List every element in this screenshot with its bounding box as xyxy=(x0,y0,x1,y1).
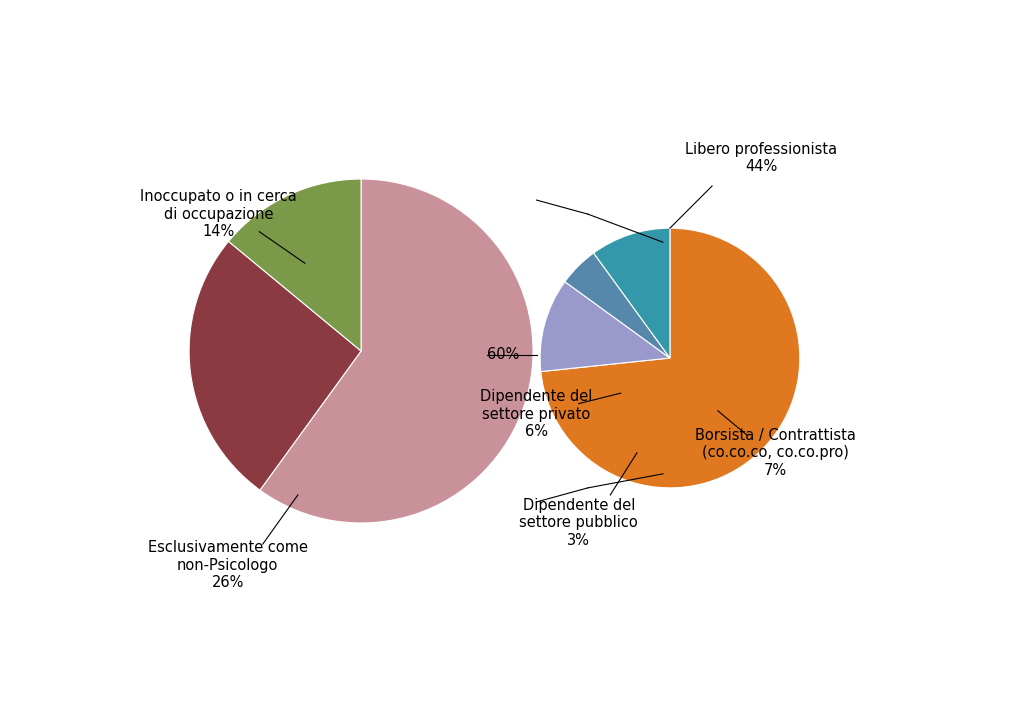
Text: Inoccupato o in cerca
di occupazione
14%: Inoccupato o in cerca di occupazione 14% xyxy=(140,190,297,239)
Text: Esclusivamente come
non-Psicologo
26%: Esclusivamente come non-Psicologo 26% xyxy=(147,541,307,590)
Wedge shape xyxy=(565,253,670,358)
Text: Dipendente del
settore privato
6%: Dipendente del settore privato 6% xyxy=(480,390,593,439)
Text: Dipendente del
settore pubblico
3%: Dipendente del settore pubblico 3% xyxy=(519,498,638,548)
Text: Borsista / Contrattista
(co.co.co, co.co.pro)
7%: Borsista / Contrattista (co.co.co, co.co… xyxy=(695,428,856,477)
Wedge shape xyxy=(541,228,800,488)
Text: Libero professionista
44%: Libero professionista 44% xyxy=(685,142,838,174)
Wedge shape xyxy=(540,282,670,371)
Wedge shape xyxy=(228,179,361,351)
Wedge shape xyxy=(260,179,534,523)
Text: 60%: 60% xyxy=(487,347,520,362)
Wedge shape xyxy=(594,228,670,358)
Wedge shape xyxy=(189,241,361,490)
